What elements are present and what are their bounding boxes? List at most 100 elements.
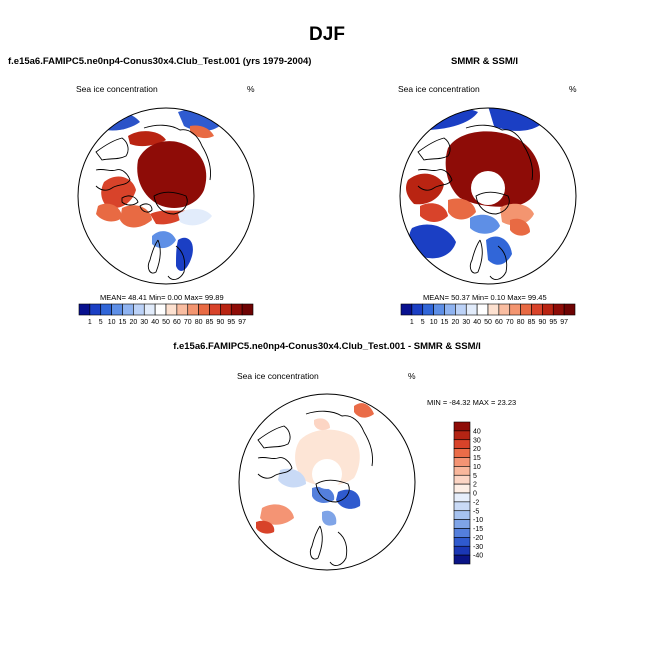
panel1-ice-hudson (96, 203, 122, 222)
panel1-ice-core (137, 141, 207, 209)
panel3-colorbar-swatch-6 (453, 474, 471, 485)
panel1-ice-canada (101, 176, 136, 209)
panel1-coast-canada (95, 168, 131, 191)
panel2-colorbar-swatch-1 (411, 303, 424, 316)
panel3-colorbar-swatch-15 (453, 554, 471, 565)
panel2-colorbar-label-3: 15 (441, 319, 449, 326)
panel2-colorbar-swatch-15 (563, 303, 576, 316)
panel3-colorbar-swatch-12 (453, 528, 471, 538)
panel1-colorbar-label-2: 10 (108, 319, 116, 326)
panel1-ice-barents (152, 231, 176, 249)
panel1-colorbar-label-5: 30 (140, 319, 148, 326)
panel1-variable: Sea ice concentration (76, 84, 158, 94)
panel2-colorbar-label-14: 97 (560, 319, 568, 326)
panel2-colorbar-label-0: 1 (410, 319, 414, 326)
panel1-colorbar-swatch-9 (176, 303, 189, 316)
panel3-colorbar-swatch-4 (453, 457, 471, 467)
panel1-stats: MEAN= 48.41 Min= 0.00 Max= 99.89 (100, 293, 224, 302)
panel2-colorbar-swatch-3 (433, 303, 445, 316)
panel1-colorbar-swatch-3 (111, 303, 123, 316)
panel3-colorbar-swatch-7 (453, 483, 471, 494)
panel3-colorbar-label-12: -20 (473, 535, 483, 542)
panel1-colorbar-label-3: 15 (119, 319, 127, 326)
panel1-ice-labrador (178, 208, 212, 226)
panel2-colorbar-label-7: 50 (484, 319, 492, 326)
panel3-diff-barents (322, 510, 337, 526)
panel1-colorbar-swatch-1 (89, 303, 102, 316)
panel3-colorbar-label-9: -5 (473, 508, 479, 515)
panel1-coast-siberia (143, 124, 211, 181)
panel2-colorbar-label-4: 20 (451, 319, 459, 326)
panel3-colorbar-label-6: 2 (473, 482, 477, 489)
panel2-colorbar-swatch-7 (476, 303, 489, 316)
panel3-colorbar-label-13: -30 (473, 544, 483, 551)
panel1-colorbar-label-14: 97 (238, 319, 246, 326)
panel3-colorbar-swatch-13 (453, 537, 471, 547)
panel1-coast-greenland (153, 191, 188, 215)
panel2-ice-atlantic (409, 224, 456, 259)
panel2-colorbar-swatch-2 (422, 303, 434, 316)
panel1-colorbar-swatch-12 (209, 303, 221, 316)
panel2-colorbar-swatch-4 (444, 303, 456, 316)
panel1-colorbar-swatch-4 (122, 303, 134, 316)
panel2-colorbar-label-11: 85 (528, 319, 536, 326)
panel2-colorbar-label-2: 10 (430, 319, 438, 326)
panel2-colorbar-label-6: 40 (473, 319, 481, 326)
panel3-colorbar-label-7: 0 (473, 491, 477, 498)
panel2-units: % (569, 84, 577, 94)
panel3-coast-siberia (305, 410, 373, 467)
panel1-colorbar-swatch-10 (187, 303, 199, 316)
panel2-colorbar-swatch-8 (487, 303, 500, 316)
panel2-ice-greenland-sea (470, 214, 500, 234)
panel3-diff-greenland (336, 489, 361, 509)
panel3-diff-siberia (354, 403, 374, 418)
panel3-colorbar-swatch-2 (453, 439, 471, 449)
panel2-colorbar-label-1: 5 (421, 319, 425, 326)
panel1-units: % (247, 84, 255, 94)
panel2-pole-hole (471, 171, 505, 205)
panel3-colorbar-label-10: -10 (473, 517, 483, 524)
panel3-coast-alaska (257, 425, 291, 449)
panel2-coast-greenland (475, 191, 510, 215)
panel1-colorbar-swatch-5 (133, 303, 145, 316)
panel2-coast-europe (489, 245, 508, 280)
panel1-colorbar-swatch-0 (78, 303, 91, 316)
panel3-colorbar-swatch-8 (453, 492, 471, 503)
panel3-colorbar-label-11: -15 (473, 526, 483, 533)
panel2-map (399, 107, 577, 285)
panel2-colorbar-label-13: 95 (549, 319, 557, 326)
panel2-coast-canada (417, 168, 453, 191)
panel3-pole-hole (312, 459, 342, 489)
panel3-colorbar-label-4: 10 (473, 464, 481, 471)
panel2-colorbar-label-5: 30 (462, 319, 470, 326)
panel2-title: SMMR & SSM/I (451, 56, 519, 67)
panel3-title: f.e15a6.FAMIPC5.ne0np4-Conus30x4.Club_Te… (173, 341, 481, 352)
panel1-colorbar-label-11: 85 (206, 319, 214, 326)
panel3-coast-scandinavia (309, 525, 323, 560)
panel1-coast-scandinavia (147, 239, 161, 274)
panel1-ice-atlantic (176, 237, 193, 271)
panel3-diff-labrador (260, 504, 294, 525)
panel2-colorbar-label-12: 90 (538, 319, 546, 326)
panel3-map (238, 393, 416, 571)
panel2-ice-barents (486, 236, 512, 265)
panel1-map (77, 107, 255, 285)
panel3-diff-core (295, 429, 360, 486)
panel3-colorbar-label-14: -40 (473, 553, 483, 560)
panel1-colorbar: 1 5 10 15 20 30 40 50 60 70 80 85 90 95 97 (78, 303, 254, 326)
panel1-colorbar-label-1: 5 (99, 319, 103, 326)
panel2-coast-siberia (465, 124, 533, 181)
panel2-colorbar-swatch-12 (531, 303, 543, 316)
panel2-colorbar-swatch-10 (509, 303, 521, 316)
panel2-colorbar-swatch-11 (520, 303, 532, 316)
panel2-colorbar-label-9: 70 (506, 319, 514, 326)
panel3-colorbar-label-3: 15 (473, 455, 481, 462)
panel3-colorbar-swatch-11 (453, 519, 471, 529)
panel2-ice-kara (510, 218, 530, 236)
panel2-stats: MEAN= 50.37 Min= 0.10 Max= 99.45 (423, 293, 547, 302)
panel3-stats: MIN = -84.32 MAX = 23.23 (427, 398, 517, 407)
panel1-coast-islands (121, 195, 153, 213)
panel3-colorbar-label-8: -2 (473, 499, 479, 506)
